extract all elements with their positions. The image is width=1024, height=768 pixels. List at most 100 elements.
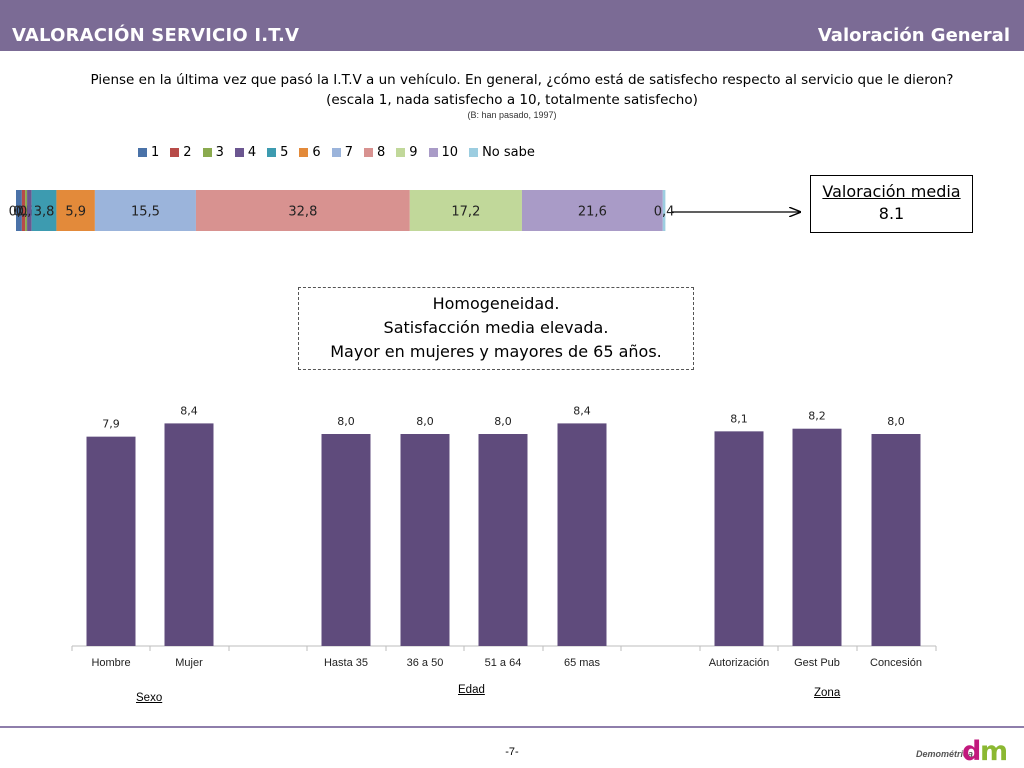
legend-swatch <box>428 148 438 157</box>
group-label-zona: Zona <box>814 687 841 699</box>
bar-value-label: 8,0 <box>416 415 434 428</box>
legend-item: No sabe <box>469 145 535 160</box>
logo-m-glyph: m <box>980 736 1009 767</box>
legend-swatch <box>234 148 244 157</box>
bar-category-label: 36 a 50 <box>407 657 444 669</box>
bar-value-label: 8,4 <box>180 404 198 417</box>
stacked-segment <box>409 190 522 231</box>
legend-swatch <box>170 148 180 157</box>
bar-category-label: 65 mas <box>564 657 601 669</box>
legend-swatch <box>299 148 309 157</box>
bar-category-label: Mujer <box>175 657 203 669</box>
legend-label: 8 <box>376 145 386 160</box>
legend-swatch <box>396 148 406 157</box>
legend-label: 2 <box>183 145 192 160</box>
bar-category-label: Hasta 35 <box>324 657 368 669</box>
bar-value-label: 8,4 <box>573 404 591 417</box>
stacked-label: 0,4 <box>654 205 675 220</box>
legend-label: 1 <box>151 145 160 160</box>
legend-item: 7 <box>331 145 353 160</box>
bar <box>478 434 528 646</box>
legend-item: 6 <box>299 145 321 160</box>
stacked-segment <box>16 190 22 231</box>
bar-value-label: 8,1 <box>730 412 748 425</box>
legend-item: 3 <box>202 145 224 160</box>
legend-item: 10 <box>428 145 459 160</box>
legend-swatch <box>138 148 147 157</box>
bar <box>400 434 450 646</box>
bar <box>321 434 371 646</box>
stacked-label: 3,8 <box>34 205 55 220</box>
bar <box>714 431 764 646</box>
stacked-segment <box>27 190 32 231</box>
media-box: Valoración media 8.1 <box>810 175 973 233</box>
stacked-chart-legend: 1 2 3 4 5 6 7 8 9 10 No sabe <box>138 145 546 160</box>
question-base: (B: han pasado, 1997) <box>467 110 557 120</box>
legend-item: 5 <box>267 145 288 160</box>
legend-label: 7 <box>344 145 353 160</box>
stacked-segment <box>25 190 28 231</box>
legend-label: No sabe <box>482 145 535 160</box>
logo-d-glyph: d <box>962 736 982 767</box>
legend-swatch <box>331 148 341 157</box>
question-text: Piense en la última vez que pasó la I.T.… <box>90 72 954 88</box>
legend-item: 9 <box>396 145 418 160</box>
bar <box>792 428 842 646</box>
legend-item: 1 <box>138 145 159 160</box>
legend-item: 2 <box>170 145 192 160</box>
legend-label: 9 <box>409 145 418 160</box>
bar-value-label: 8,2 <box>808 410 826 423</box>
bar-category-label: Autorización <box>709 657 770 669</box>
stacked-label: 5,9 <box>65 205 86 220</box>
demometrica-logo: Demométrica d m <box>916 736 1016 767</box>
footer-divider <box>0 726 1024 728</box>
homogeneity-note: Homogeneidad. Satisfacción media elevada… <box>298 287 694 370</box>
legend-item: 8 <box>363 145 386 160</box>
logo-text: Demométrica <box>916 749 974 759</box>
group-label-sexo: Sexo <box>136 692 163 704</box>
bar-value-label: 7,9 <box>102 418 120 431</box>
bar <box>86 436 136 646</box>
media-label: Valoración media <box>822 182 961 201</box>
homog-line-1: Homogeneidad. <box>432 294 560 313</box>
legend-label: 5 <box>280 145 289 160</box>
legend-item: 4 <box>234 145 257 160</box>
question-scale: (escala 1, nada satisfecho a 10, totalme… <box>326 92 698 108</box>
legend-label: 10 <box>441 145 459 160</box>
legend-label: 4 <box>247 145 257 160</box>
page-number: -7- <box>505 746 519 758</box>
legend-swatch <box>267 148 277 157</box>
stacked-label: 0,9 <box>9 205 30 220</box>
bar <box>164 423 214 646</box>
group-label-edad: Edad <box>458 684 485 696</box>
stacked-segment <box>31 190 57 231</box>
bar-category-label: Hombre <box>91 657 130 669</box>
bar <box>871 434 921 646</box>
stacked-label: 21,6 <box>578 205 607 220</box>
stacked-label: 0,3 <box>16 205 37 220</box>
header-bar: VALORACIÓN SERVICIO I.T.V Valoración Gen… <box>0 0 1024 51</box>
legend-swatch <box>363 148 373 157</box>
bar-category-label: Gest Pub <box>794 657 840 669</box>
legend-label: 3 <box>215 145 224 160</box>
stacked-segment <box>94 190 196 231</box>
stacked-segment <box>521 190 663 231</box>
stacked-label: 0,5 <box>13 205 34 220</box>
bar <box>557 423 607 646</box>
homog-line-3: Mayor en mujeres y mayores de 65 años. <box>330 342 662 361</box>
stacked-label: 15,5 <box>131 205 160 220</box>
legend-swatch <box>469 148 479 157</box>
bar-value-label: 8,0 <box>337 415 355 428</box>
bar-category-label: 51 a 64 <box>485 657 522 669</box>
section-title: Valoración General <box>817 25 1010 46</box>
bar-category-label: Concesión <box>870 657 922 669</box>
bar-value-label: 8,0 <box>887 415 905 428</box>
stacked-segment <box>21 190 26 231</box>
stacked-segment <box>56 190 95 231</box>
slide-title: VALORACIÓN SERVICIO I.T.V <box>12 25 300 46</box>
homog-line-2: Satisfacción media elevada. <box>383 318 609 337</box>
legend-swatch <box>202 148 212 157</box>
stacked-segment <box>662 190 666 231</box>
legend-label: 6 <box>312 145 321 160</box>
media-value: 8.1 <box>878 204 905 223</box>
